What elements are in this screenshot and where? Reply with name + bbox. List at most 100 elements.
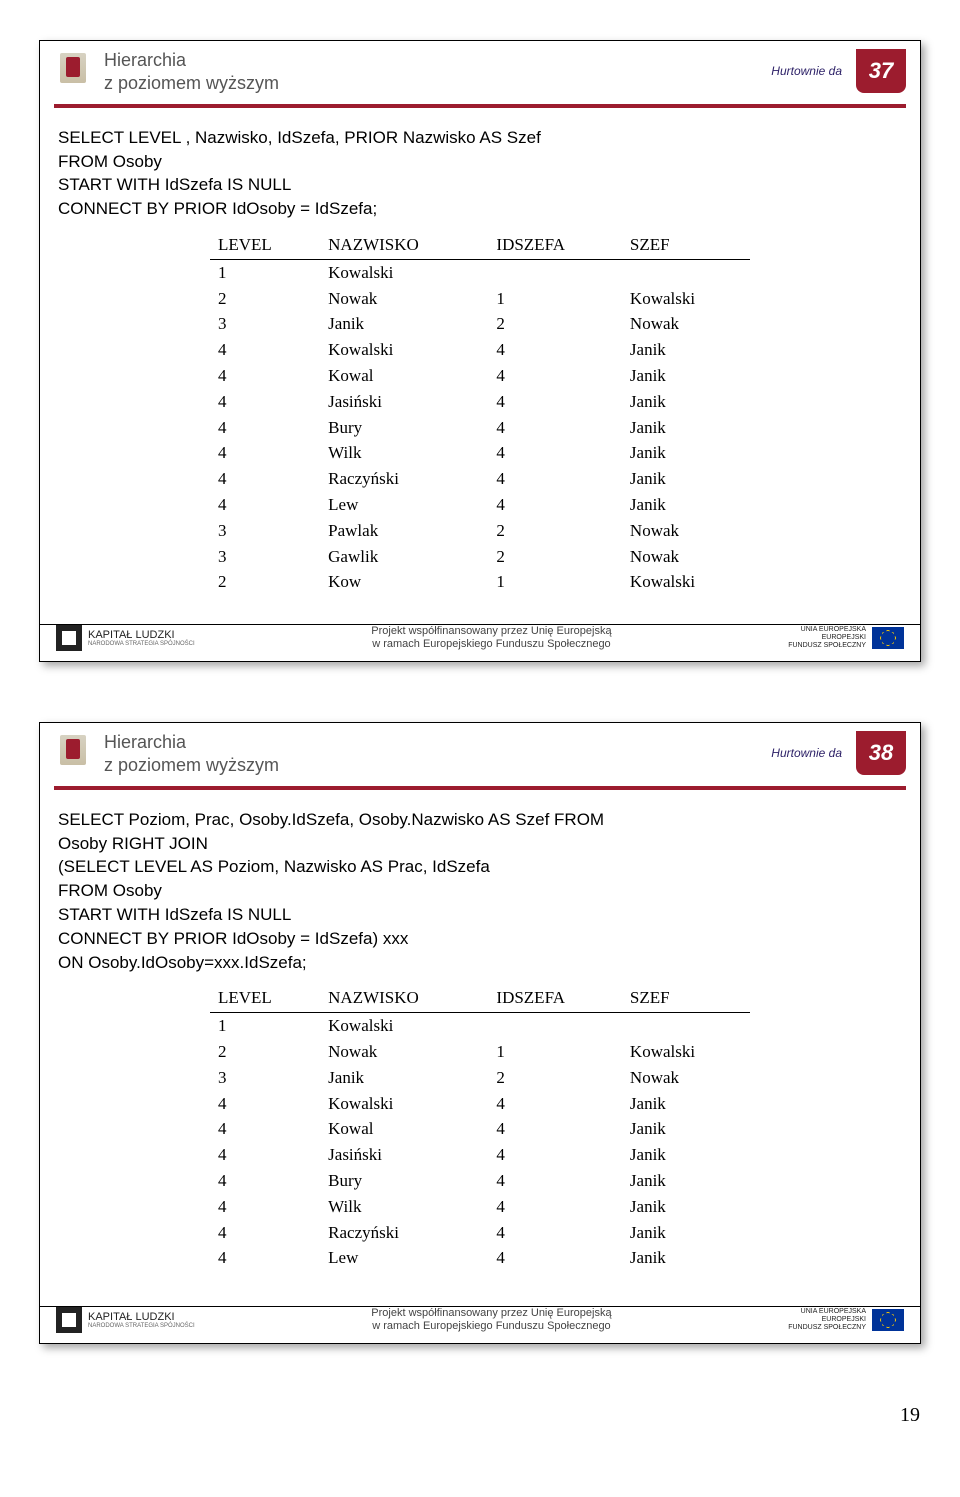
footer-right: UNIA EUROPEJSKA EUROPEJSKI FUNDUSZ SPOŁE…	[788, 626, 904, 649]
table-cell: 2	[488, 544, 622, 570]
table-cell: Janik	[622, 466, 750, 492]
col-nazwisko: NAZWISKO	[320, 231, 488, 259]
table-cell: 4	[488, 466, 622, 492]
table-cell: Wilk	[320, 440, 488, 466]
table-cell: 4	[488, 1194, 622, 1220]
table-row: 4Lew4Janik	[210, 492, 750, 518]
result-table-38: LEVEL NAZWISKO IDSZEFA SZEF 1Kowalski2No…	[210, 984, 750, 1271]
table-row: 4Kowal4Janik	[210, 363, 750, 389]
table-cell: 1	[488, 569, 622, 595]
table-cell: Janik	[622, 337, 750, 363]
table-cell: Kowalski	[320, 259, 488, 285]
course-tag: Hurtownie da	[771, 746, 842, 760]
table-cell: Gawlik	[320, 544, 488, 570]
table-cell: Janik	[622, 1091, 750, 1117]
header-right: Hurtownie da 38	[771, 731, 906, 775]
table-cell: 4	[210, 440, 320, 466]
table-row: 4Kowalski4Janik	[210, 337, 750, 363]
table-row: 4Bury4Janik	[210, 1168, 750, 1194]
table-cell: 4	[488, 1168, 622, 1194]
table-cell: Janik	[622, 1116, 750, 1142]
table-header-row: LEVEL NAZWISKO IDSZEFA SZEF	[210, 231, 750, 259]
table-row: 4Bury4Janik	[210, 415, 750, 441]
table-cell: 2	[210, 569, 320, 595]
table-cell: Kowalski	[320, 1091, 488, 1117]
table-row: 4Raczyński4Janik	[210, 466, 750, 492]
slide-footer: KAPITAŁ LUDZKI NARODOWA STRATEGIA SPÓJNO…	[40, 1306, 920, 1333]
table-row: 2Nowak1Kowalski	[210, 1039, 750, 1065]
table-cell: 1	[488, 286, 622, 312]
title-line-1: Hierarchia	[104, 49, 279, 72]
eu-text: UNIA EUROPEJSKA EUROPEJSKI FUNDUSZ SPOŁE…	[788, 626, 866, 649]
table-cell: Nowak	[622, 1065, 750, 1091]
table-row: 4Kowalski4Janik	[210, 1091, 750, 1117]
table-cell: Kowal	[320, 363, 488, 389]
table-cell: 2	[210, 286, 320, 312]
slide-38: Hierarchia z poziomem wyższym Hurtownie …	[39, 722, 921, 1344]
table-cell: 4	[210, 1168, 320, 1194]
sql-block: SELECT LEVEL , Nazwisko, IdSzefa, PRIOR …	[58, 126, 902, 221]
table-cell: Kowalski	[622, 286, 750, 312]
table-cell: 4	[210, 492, 320, 518]
table-cell: Kow	[320, 569, 488, 595]
table-cell: Janik	[622, 415, 750, 441]
table-row: 4Raczyński4Janik	[210, 1220, 750, 1246]
table-cell: Lew	[320, 1245, 488, 1271]
table-cell: Raczyński	[320, 466, 488, 492]
table-cell: 4	[488, 337, 622, 363]
table-cell: Raczyński	[320, 1220, 488, 1246]
table-row: 4Wilk4Janik	[210, 440, 750, 466]
table-cell: 4	[210, 466, 320, 492]
kl-text: KAPITAŁ LUDZKI	[88, 629, 195, 641]
table-cell: 3	[210, 311, 320, 337]
table-cell: 2	[488, 518, 622, 544]
kl-icon	[56, 625, 82, 651]
slide-header: Hierarchia z poziomem wyższym Hurtownie …	[40, 41, 920, 100]
table-cell: Kowalski	[622, 1039, 750, 1065]
kl-icon	[56, 1307, 82, 1333]
title-line-2: z poziomem wyższym	[104, 72, 279, 95]
table-cell: 4	[210, 389, 320, 415]
table-cell: 3	[210, 544, 320, 570]
table-cell: 1	[210, 1013, 320, 1039]
table-row: 4Jasiński4Janik	[210, 389, 750, 415]
table-cell: Nowak	[622, 544, 750, 570]
footer-center: Projekt współfinansowany przez Unię Euro…	[371, 625, 611, 651]
table-row: 3Pawlak2Nowak	[210, 518, 750, 544]
table-row: 3Gawlik2Nowak	[210, 544, 750, 570]
table-cell: Janik	[622, 389, 750, 415]
table-cell: Nowak	[320, 1039, 488, 1065]
table-cell: Kowal	[320, 1116, 488, 1142]
table-cell: 4	[210, 337, 320, 363]
slide-footer: KAPITAŁ LUDZKI NARODOWA STRATEGIA SPÓJNO…	[40, 624, 920, 651]
university-logo	[54, 731, 94, 775]
table-cell	[622, 1013, 750, 1039]
title-block: Hierarchia z poziomem wyższym	[94, 731, 279, 778]
table-row: 4Kowal4Janik	[210, 1116, 750, 1142]
table-cell: Bury	[320, 1168, 488, 1194]
table-cell: 4	[488, 1116, 622, 1142]
table-row: 4Wilk4Janik	[210, 1194, 750, 1220]
col-idszefa: IDSZEFA	[488, 984, 622, 1012]
eu-flag-icon	[872, 1309, 904, 1331]
table-cell: Kowalski	[320, 1013, 488, 1039]
table-cell: 4	[488, 492, 622, 518]
result-table-37: LEVEL NAZWISKO IDSZEFA SZEF 1Kowalski2No…	[210, 231, 750, 595]
table-cell: Nowak	[622, 311, 750, 337]
table-cell: Janik	[622, 1142, 750, 1168]
table-cell: Jasiński	[320, 389, 488, 415]
kl-sub: NARODOWA STRATEGIA SPÓJNOŚCI	[88, 1323, 195, 1329]
table-row: 3Janik2Nowak	[210, 1065, 750, 1091]
table-cell: Wilk	[320, 1194, 488, 1220]
table-cell: 4	[488, 1245, 622, 1271]
table-row: 3Janik2Nowak	[210, 311, 750, 337]
table-cell: 1	[210, 259, 320, 285]
slide-37: Hierarchia z poziomem wyższym Hurtownie …	[39, 40, 921, 662]
table-cell	[488, 259, 622, 285]
table-cell: Kowalski	[622, 569, 750, 595]
table-cell: 4	[488, 363, 622, 389]
page-number-box: 38	[856, 731, 906, 775]
footer-right: UNIA EUROPEJSKA EUROPEJSKI FUNDUSZ SPOŁE…	[788, 1308, 904, 1331]
table-cell: Janik	[622, 440, 750, 466]
table-cell: Janik	[320, 1065, 488, 1091]
